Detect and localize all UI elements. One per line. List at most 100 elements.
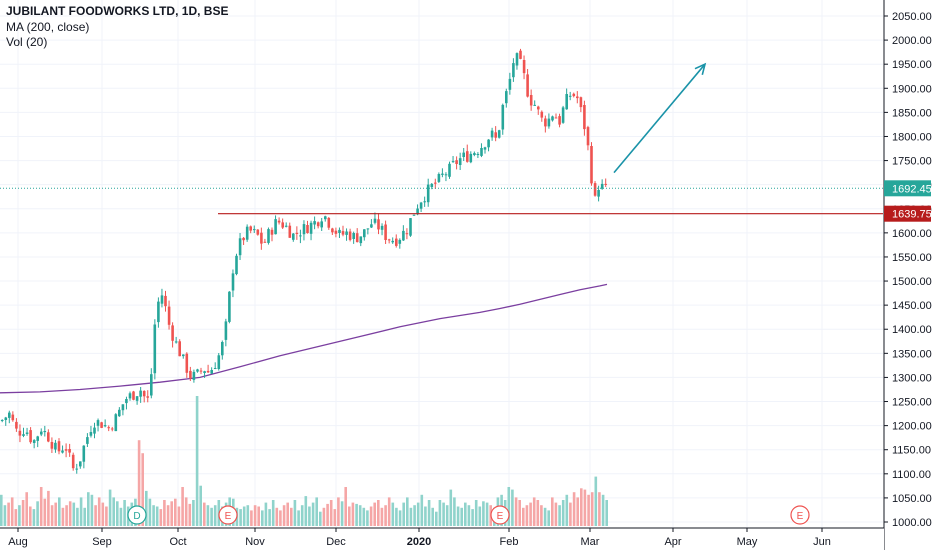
- event-marker: E: [490, 505, 510, 525]
- candle-body: [160, 295, 164, 304]
- volume-bar: [163, 500, 166, 526]
- candle-body: [480, 148, 483, 156]
- volume-bar: [108, 489, 112, 526]
- event-marker-circle: [790, 505, 810, 525]
- volume-bar: [558, 505, 561, 526]
- candle-body: [522, 60, 526, 74]
- candle-body: [93, 427, 96, 434]
- volume-indicator-label[interactable]: Vol (20): [6, 35, 48, 49]
- candle-body: [178, 341, 181, 357]
- volume-bar: [54, 502, 57, 526]
- time-axis-background: [0, 528, 884, 550]
- candle-body: [192, 371, 196, 380]
- candle-body: [501, 104, 505, 130]
- volume-bar: [435, 511, 438, 526]
- volume-bars: [0, 396, 608, 526]
- event-marker: E: [790, 505, 810, 525]
- candle-body: [114, 414, 118, 432]
- candle-body: [245, 226, 249, 240]
- candle-body: [86, 437, 89, 444]
- candle-body: [533, 104, 536, 106]
- ma-indicator-label[interactable]: MA (200, close): [6, 20, 90, 34]
- candle-body: [405, 233, 409, 235]
- volume-bar: [449, 489, 453, 526]
- time-tick-label: Nov: [245, 536, 265, 548]
- volume-bar: [373, 502, 376, 526]
- volume-bar: [464, 502, 467, 526]
- candle-body: [359, 236, 363, 244]
- volume-bar: [322, 507, 326, 526]
- volume-bar: [369, 506, 373, 526]
- price-lines: [0, 62, 883, 215]
- candle-body: [558, 116, 561, 125]
- event-marker-circle: [490, 505, 510, 525]
- candle-body: [50, 442, 54, 449]
- volume-bar: [181, 487, 184, 526]
- time-axis[interactable]: Aug Sep Oct Nov Dec 2020 Feb Mar Apr May Jun: [0, 527, 884, 550]
- candle-body: [497, 130, 501, 138]
- candle-body: [15, 421, 18, 429]
- price-axis[interactable]: 1000.00 1050.00 1100.00 1150.00 1200.00 1250.…: [883, 0, 932, 550]
- volume-bar: [50, 505, 54, 526]
- volume-bar: [159, 509, 163, 526]
- volume-bar: [380, 507, 384, 526]
- candle-body: [125, 399, 128, 404]
- event-marker: E: [218, 505, 238, 525]
- candle-body: [292, 233, 295, 240]
- candle-body: [164, 295, 167, 307]
- candle-body: [267, 229, 270, 243]
- volume-bar: [90, 494, 94, 526]
- candle-body: [441, 173, 444, 175]
- event-marker-label: E: [225, 511, 232, 522]
- candle-body: [540, 111, 544, 118]
- volume-bar: [485, 502, 489, 526]
- volume-bar: [141, 453, 144, 526]
- candle-body: [47, 432, 50, 442]
- candle-body: [71, 454, 75, 469]
- volume-bar: [420, 494, 424, 526]
- volume-bar: [532, 497, 536, 526]
- volume-bar: [177, 506, 181, 526]
- volume-bar: [87, 492, 90, 526]
- symbol-title[interactable]: JUBILANT FOODWORKS LTD, 1D, BSE: [6, 4, 229, 18]
- volume-bar: [387, 497, 391, 526]
- volume-bar: [192, 500, 195, 526]
- projection-arrow: [613, 63, 706, 174]
- volume-bar: [105, 506, 108, 526]
- candle-body: [253, 229, 256, 231]
- time-tick-label: 2020: [407, 536, 431, 548]
- volume-bar: [29, 506, 32, 526]
- candle-body: [256, 229, 260, 235]
- volume-bar: [206, 505, 210, 526]
- volume-bar: [529, 502, 532, 526]
- candle-body: [565, 94, 568, 110]
- volume-bar: [551, 497, 554, 526]
- candle-body: [384, 224, 387, 240]
- candle-body: [593, 183, 597, 196]
- candle-body: [380, 225, 384, 230]
- candles: [0, 48, 607, 474]
- price-tick-label: 2000.00: [892, 35, 932, 47]
- candle-body: [206, 370, 210, 373]
- volume-bar: [580, 488, 583, 526]
- last-price-tag: 1692.45: [892, 183, 932, 195]
- candle-body: [107, 427, 110, 429]
- candle-body: [487, 139, 490, 148]
- volume-bar: [576, 497, 579, 526]
- candle-body: [423, 201, 426, 203]
- candle-body: [462, 152, 465, 157]
- candle-body: [583, 105, 586, 130]
- candle-body: [547, 118, 551, 127]
- candle-body: [146, 396, 149, 398]
- candle-body: [40, 431, 43, 435]
- volume-bar: [333, 509, 337, 526]
- time-tick-label: Oct: [169, 536, 186, 548]
- volume-bar: [101, 502, 105, 526]
- volume-bar: [522, 507, 525, 526]
- candle-body: [270, 229, 274, 235]
- candle-body: [189, 370, 192, 379]
- volume-bar: [47, 490, 50, 526]
- volume-bar: [460, 507, 463, 526]
- candle-body: [568, 95, 572, 97]
